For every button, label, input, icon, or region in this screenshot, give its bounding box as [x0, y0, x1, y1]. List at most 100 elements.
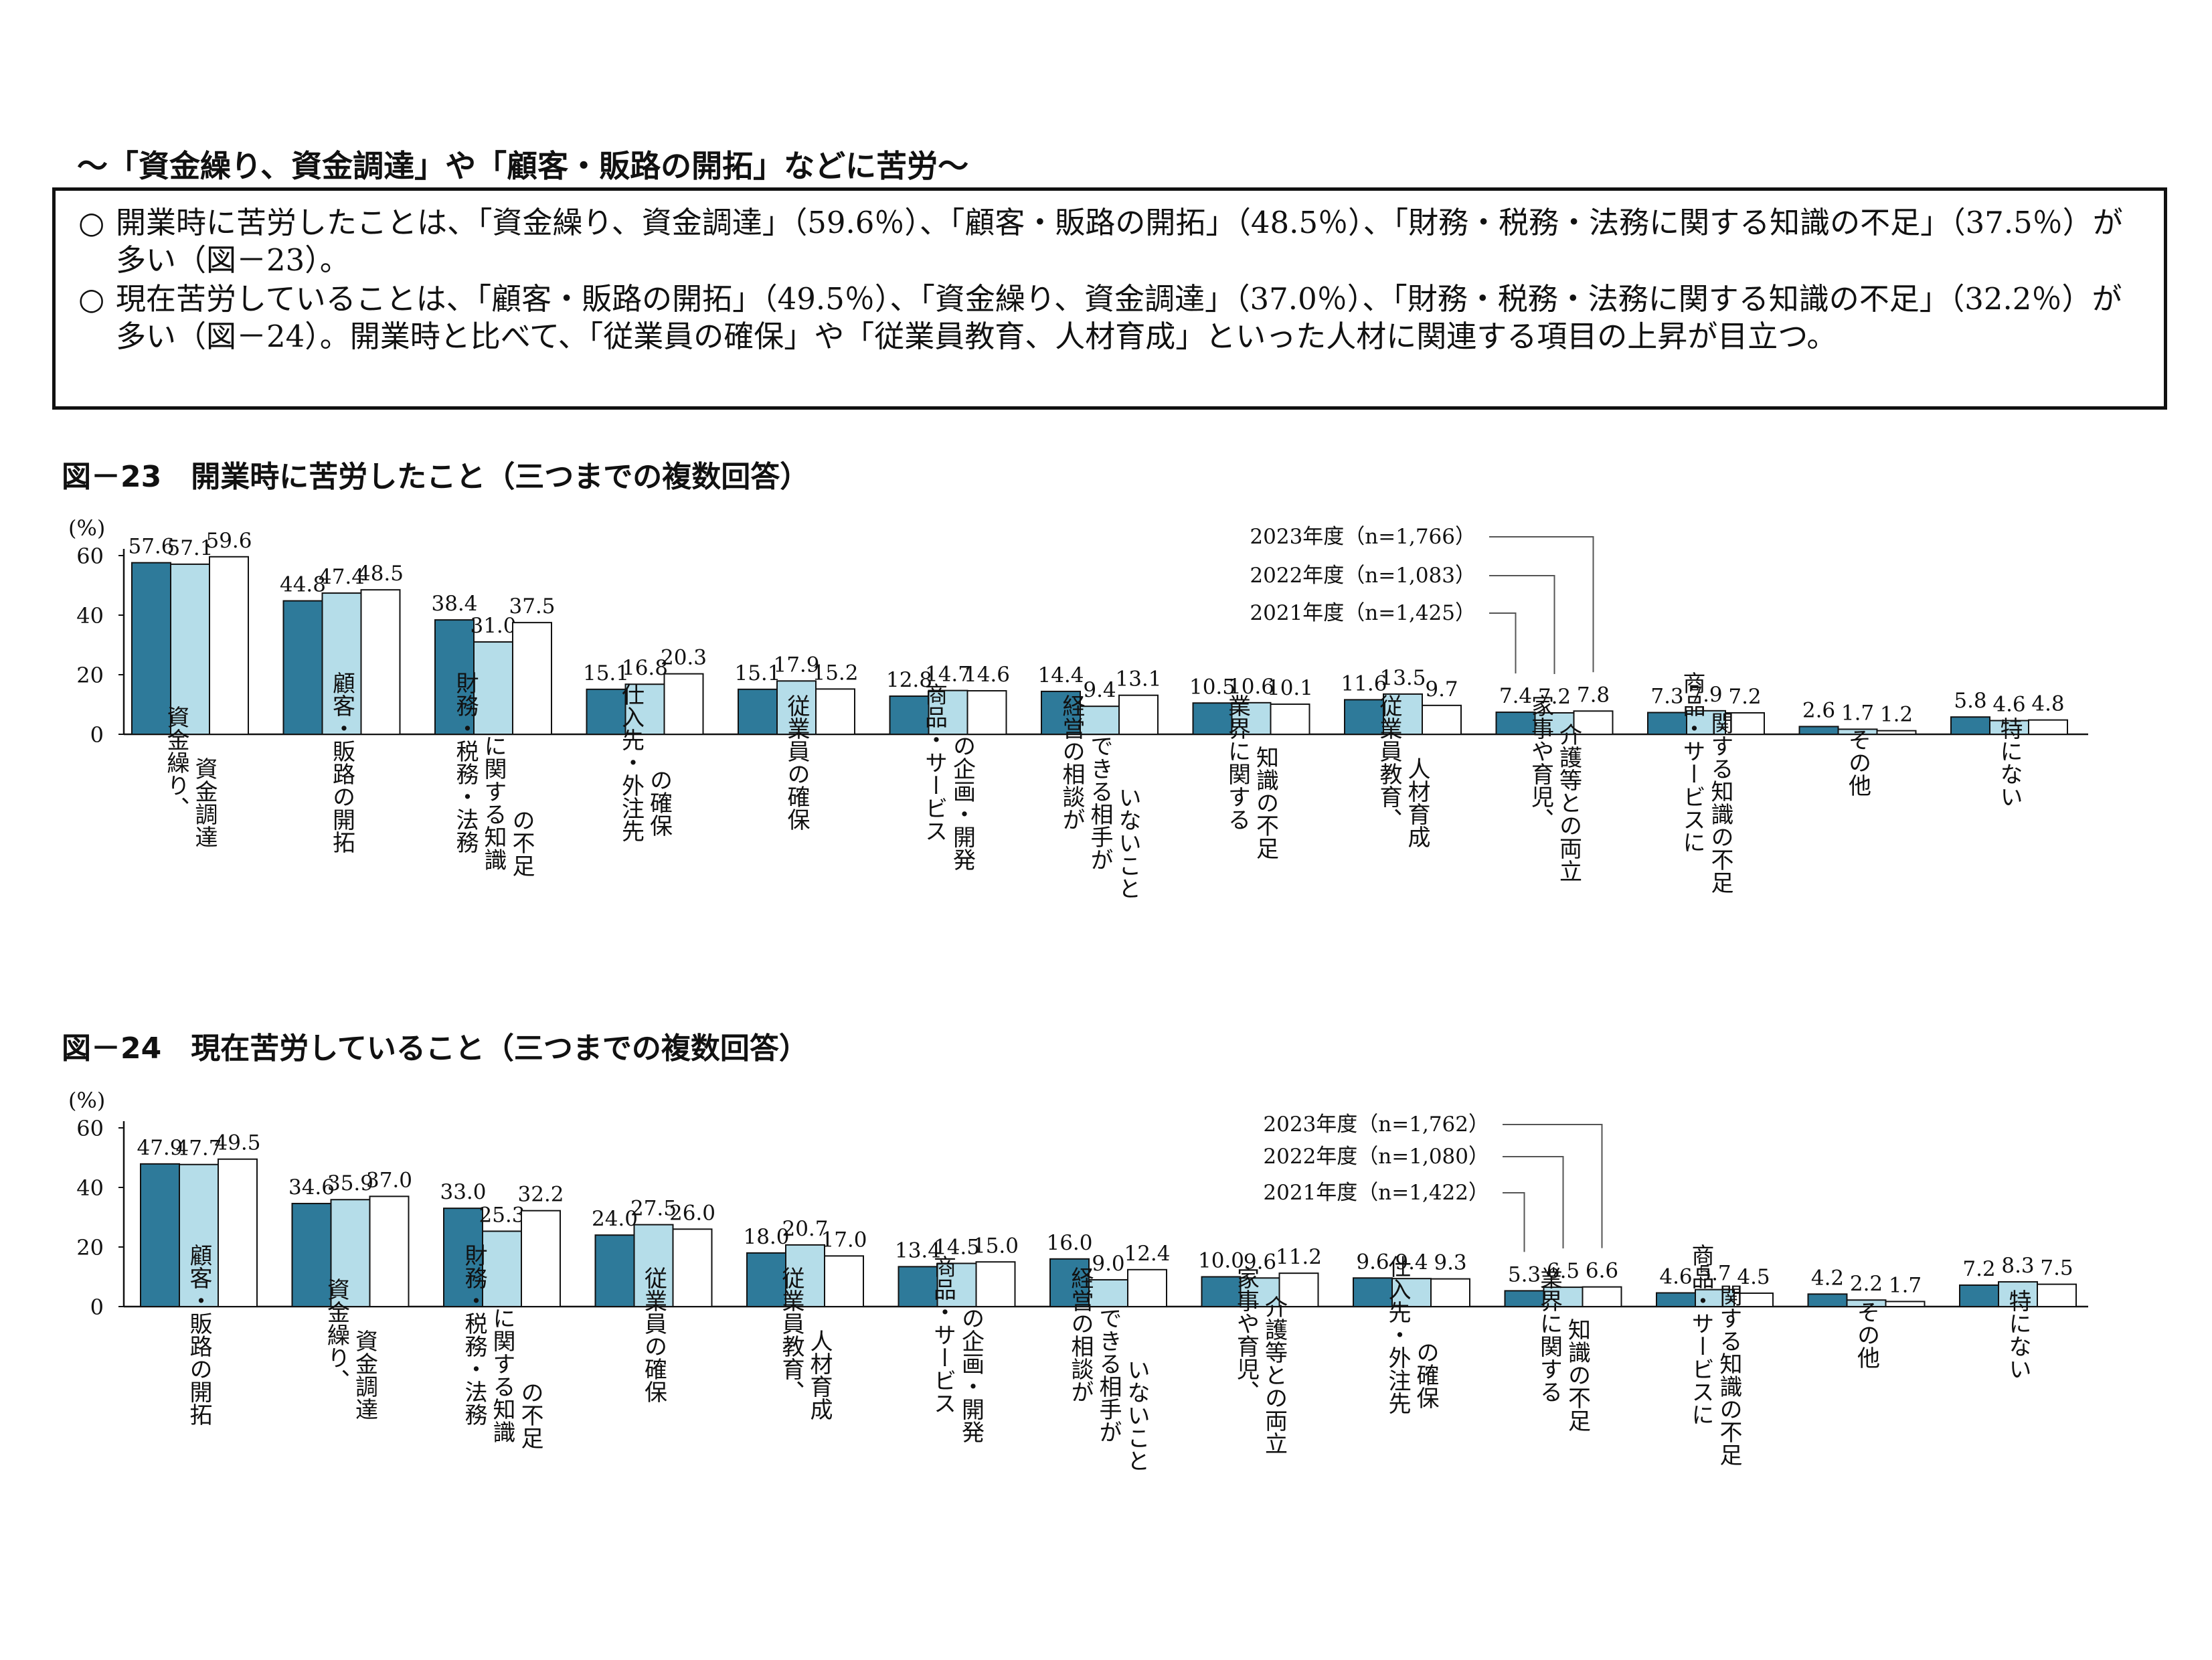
y-tick-label: 20: [76, 663, 104, 688]
data-label: 18.0: [743, 1225, 789, 1249]
x-category-label: その他: [1853, 1301, 1880, 1369]
x-category-label: 家事や育児、: [1233, 1266, 1260, 1403]
bar-3: [360, 589, 401, 735]
data-label: 7.2: [1728, 685, 1761, 709]
bar-3: [521, 1210, 561, 1307]
bar-3: [1725, 712, 1765, 735]
data-label: 2.6: [1802, 698, 1835, 722]
data-label: 9.3: [1434, 1251, 1466, 1275]
bar-3: [369, 1195, 410, 1307]
data-label: 14.7: [925, 663, 971, 687]
x-category-label: 業界に関する: [1224, 694, 1251, 831]
x-category-label: 商品・サービスに: [1687, 1244, 1714, 1426]
data-label: 9.0: [1092, 1252, 1124, 1276]
bar-3: [966, 690, 1007, 735]
data-label: 47.7: [175, 1137, 222, 1161]
legend-leader-line: [1489, 612, 1517, 674]
bar-3: [1127, 1268, 1167, 1308]
figure-23-title: 図－23 開業時に苦労したこと（三つまでの複数回答）: [62, 460, 810, 494]
bar-3: [1270, 703, 1310, 735]
data-label: 24.0: [592, 1207, 638, 1231]
bar-3: [218, 1158, 258, 1307]
data-label: 15.1: [583, 661, 629, 685]
data-label: 9.6: [1244, 1250, 1276, 1274]
data-label: 14.4: [1037, 663, 1084, 687]
data-label: 7.2: [1538, 685, 1571, 709]
data-label: 20.7: [782, 1217, 828, 1241]
bar-3: [672, 1228, 713, 1307]
x-category-label: できる相手が: [1095, 1307, 1122, 1443]
bar-2: [1383, 693, 1423, 735]
bar-1: [434, 619, 475, 735]
figure-24-title: 図－24 現在苦労していること（三つまでの複数回答）: [62, 1031, 809, 1066]
data-label: 1.7: [1889, 1273, 1922, 1297]
data-label: 7.9: [1689, 683, 1722, 707]
x-category-label: 資金調達: [191, 757, 218, 848]
data-label: 57.1: [167, 536, 213, 560]
legend-label-3: 2023年度（n=1,766）: [1250, 525, 1476, 549]
data-label: 7.4: [1499, 684, 1532, 708]
summary-text-1: 開業時に苦労したことは、「資金繰り、資金調達」（59.6％）、「顧客・販路の開拓…: [116, 205, 2123, 278]
bar-2: [482, 1230, 522, 1307]
data-label: 27.5: [630, 1197, 677, 1221]
x-category-label: の確保: [1412, 1341, 1439, 1409]
bar-3: [1733, 1292, 1774, 1308]
data-label: 6.6: [1586, 1259, 1618, 1283]
bar-3: [209, 556, 249, 735]
bar-2: [1231, 701, 1272, 735]
data-label: 37.5: [509, 594, 555, 618]
figure-24-chart: (%) 0 20 40 60 47.947.749.5 顧客・販路の開拓 34.635.937…: [68, 1088, 2088, 1472]
summary-item-2: ○ 現在苦労していることは、「顧客・販路の開拓」（49.5％）、「資金繰り、資金…: [78, 280, 2141, 355]
bar-3: [815, 688, 855, 735]
data-label: 2.2: [1850, 1272, 1883, 1296]
data-label: 4.5: [1737, 1265, 1770, 1289]
bar-2: [473, 641, 513, 735]
x-category-label: に関する知識: [489, 1307, 515, 1443]
bar-1: [282, 600, 323, 735]
y-axis-label: (%): [68, 515, 105, 541]
data-label: 6.5: [1547, 1259, 1580, 1283]
y-tick-label: 60: [76, 1116, 104, 1141]
bar-3: [1582, 1286, 1622, 1308]
y-axis-label: (%): [68, 1088, 105, 1113]
data-label: 10.1: [1267, 676, 1313, 700]
data-label: 5.3: [1508, 1262, 1541, 1286]
data-label: 15.2: [812, 661, 858, 685]
data-label: 33.0: [440, 1180, 486, 1204]
legend-leader-line: [1503, 1156, 1564, 1249]
x-category-label: に関する知識: [480, 734, 507, 871]
y-tick-label: 60: [76, 544, 104, 569]
bar-3: [1430, 1278, 1470, 1307]
bar-1: [1049, 1258, 1090, 1307]
x-category-label: 仕入先・外注先: [1384, 1255, 1411, 1414]
x-category-label: 従業員の確保: [783, 694, 810, 831]
data-label: 38.4: [431, 592, 477, 616]
x-category-label: 特にない: [1996, 717, 2023, 808]
data-label: 44.8: [280, 573, 326, 597]
x-category-label: 顧客・販路の開拓: [329, 671, 355, 853]
data-label: 20.3: [661, 646, 707, 670]
data-label: 4.6: [1659, 1265, 1692, 1289]
x-category-label: 資金繰り、: [163, 706, 189, 819]
data-label: 10.5: [1189, 675, 1236, 699]
data-label: 32.2: [517, 1183, 564, 1207]
bar-2: [1088, 1278, 1128, 1308]
bar-3: [975, 1261, 1016, 1307]
legend-leader-line: [1489, 536, 1594, 673]
bar-1: [140, 1163, 180, 1307]
x-category-label: 財務・税務・法務: [452, 671, 479, 853]
bar-2: [624, 683, 665, 735]
data-label: 48.5: [357, 562, 404, 586]
data-label: 10.6: [1228, 675, 1274, 699]
x-category-label: 仕入先・外注先: [618, 683, 645, 842]
x-category-label: の確保: [646, 768, 673, 837]
data-label: 37.0: [366, 1168, 412, 1192]
bar-2: [633, 1224, 674, 1307]
bar-2: [1080, 706, 1120, 736]
x-category-label: いないこと: [1114, 786, 1141, 900]
bar-2: [170, 563, 210, 735]
x-category-label: 知識の不足: [1252, 746, 1279, 859]
legend-label-1: 2021年度（n=1,422）: [1263, 1181, 1489, 1205]
data-label: 16.0: [1046, 1231, 1092, 1255]
data-label: 9.6: [1356, 1250, 1389, 1274]
